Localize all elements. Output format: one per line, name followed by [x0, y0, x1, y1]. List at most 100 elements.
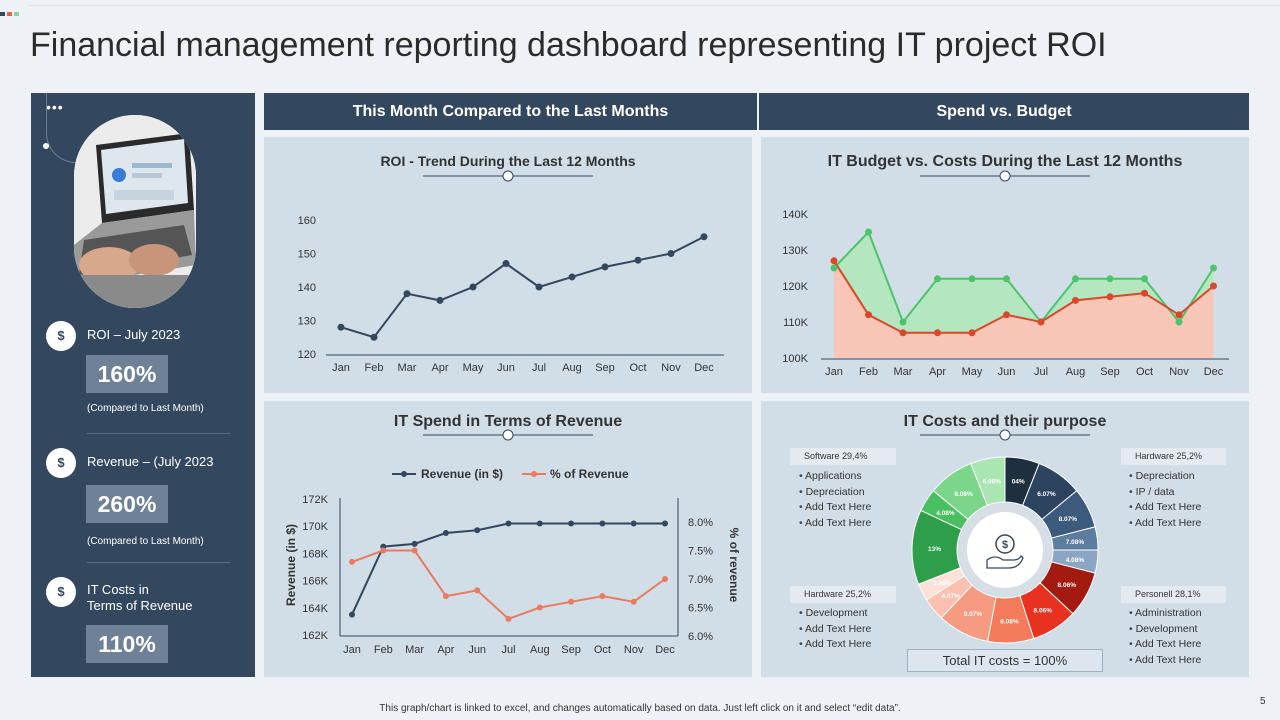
total-costs-label: Total IT costs = 100% — [907, 649, 1103, 672]
roi-trend-chart: 120 130 140 150 160 Jan Feb Mar Apr May Jun Jul Aug S… — [298, 170, 724, 374]
percent-point — [380, 547, 387, 554]
header-right: Spend vs. Budget — [759, 93, 1249, 130]
y-tick-label: 110K — [783, 317, 809, 329]
donut-segment-label: 8.08% — [1000, 618, 1019, 625]
roi-line — [340, 235, 705, 339]
x-tick-label: Jun — [468, 644, 486, 656]
kpi-roi-value: 160% — [86, 355, 168, 393]
y-tick-label: 160 — [298, 215, 316, 227]
costs-point — [1175, 311, 1183, 319]
revenue-point — [630, 520, 637, 527]
costs-point — [1037, 318, 1045, 326]
decor-dot — [43, 143, 49, 149]
revenue-point — [505, 520, 512, 527]
y-tick-label: 164K — [302, 603, 328, 615]
x-tick-label: May — [962, 366, 983, 378]
list-item: Add Text Here — [799, 637, 871, 653]
roi-trend-panel: ROI - Trend During the Last 12 Months 12… — [264, 137, 752, 393]
callout-title: Hardware 25,2% — [1121, 448, 1226, 465]
costs-point — [1072, 296, 1079, 304]
donut-segment-label: 7.08% — [1066, 539, 1085, 546]
revenue-line — [351, 522, 665, 616]
list-item: Add Text Here — [799, 500, 871, 516]
x-tick-label: Dec — [655, 644, 675, 656]
y-tick-label: 168K — [302, 548, 328, 560]
money-bag-icon: $ — [46, 321, 76, 351]
donut-segment-label: 8.07% — [1059, 516, 1078, 523]
it-spend-chart: Revenue (in $) % of Revenue 162K 164K 166K 16… — [284, 429, 741, 656]
list-item: Applications — [799, 469, 871, 485]
donut-segment-label: 13% — [928, 546, 941, 553]
hand-icon — [986, 554, 1024, 569]
y2-axis-title: % of revenue — [727, 528, 741, 603]
donut-segment-label: 8.06% — [1034, 608, 1053, 615]
page-title: Financial management reporting dashboard… — [30, 26, 1107, 64]
x-tick-label: Apr — [929, 366, 946, 378]
x-tick-label: May — [463, 362, 484, 374]
list-item: Development — [1129, 622, 1202, 638]
kpi-revenue-value: 260% — [86, 485, 168, 523]
budget-line — [833, 230, 1215, 324]
list-item: Add Text Here — [1129, 516, 1201, 532]
x-tick-label: Aug — [562, 362, 582, 374]
y2-tick-label: 8.0% — [688, 517, 713, 529]
donut-segment-label: 8.06% — [1058, 582, 1077, 589]
x-tick-label: Jun — [497, 362, 515, 374]
y-tick-label: 166K — [302, 576, 328, 588]
kpi-roi-note: (Compared to Last Month) — [87, 403, 204, 414]
kpi-revenue-note: (Compared to Last Month) — [87, 536, 204, 547]
x-tick-label: Oct — [594, 644, 611, 656]
costs-point — [934, 329, 941, 337]
costs-point — [968, 329, 976, 337]
roi-point — [667, 250, 675, 257]
donut-segment-label: 6.07% — [1037, 491, 1056, 498]
callout-title: Software 29,4% — [790, 448, 896, 465]
roi-point — [337, 323, 345, 331]
percent-point — [349, 558, 355, 565]
kpi-itcost-value: 110% — [86, 625, 168, 663]
x-tick-label: Jan — [825, 366, 843, 378]
x-tick-label: Aug — [530, 644, 550, 656]
roi-point — [370, 333, 378, 341]
budget-point — [899, 318, 907, 326]
budget-point — [830, 264, 838, 272]
y-tick-label: 120 — [298, 349, 316, 361]
title-underline-knob — [999, 170, 1011, 182]
roi-point — [535, 283, 543, 291]
callout-list: Development Add Text Here Add Text Here — [799, 606, 871, 653]
x-tick-label: Oct — [629, 362, 646, 374]
list-item: Add Text Here — [1129, 653, 1202, 669]
budget-point — [1175, 318, 1183, 326]
budget-point — [934, 275, 941, 283]
donut-segment-label: 6.06% — [983, 479, 1002, 486]
header-left: This Month Compared to the Last Months — [264, 93, 757, 130]
x-tick-label: Nov — [661, 362, 681, 374]
sidebar: ••• $ ROI – July 2023 160% (Compared to … — [31, 93, 255, 677]
laptop-photo — [74, 115, 196, 308]
budget-point — [1106, 275, 1114, 283]
budget-point — [968, 275, 976, 283]
callout-list: Administration Development Add Text Here… — [1129, 606, 1202, 668]
x-tick-label: Sep — [1100, 366, 1120, 378]
percent-point — [662, 576, 668, 582]
kpi-divider — [87, 433, 230, 434]
money-bag-icon: $ — [46, 448, 76, 478]
x-tick-label: Sep — [595, 362, 615, 374]
y-tick-label: 130 — [298, 316, 316, 328]
y-tick-label: 120K — [782, 281, 808, 293]
x-tick-label: Mar — [405, 644, 424, 656]
percent-line — [351, 549, 666, 621]
page-number: 5 — [1260, 696, 1266, 707]
list-item: Add Text Here — [1129, 637, 1202, 653]
top-decoration — [0, 3, 21, 21]
money-hand-icon — [995, 534, 1015, 554]
donut-segment-label: 9.07% — [964, 611, 983, 618]
donut-center — [967, 512, 1043, 588]
y-tick-label: 140K — [782, 209, 808, 221]
donut-segment-label: 8.08% — [954, 491, 973, 498]
costs-point — [830, 257, 838, 265]
budget-costs-panel: IT Budget vs. Costs During the Last 12 M… — [761, 137, 1249, 393]
kpi-itcost-label-1: IT Costs in — [87, 582, 149, 597]
it-costs-panel: IT Costs and their purpose 04% 6.07% 8.07%… — [761, 401, 1249, 677]
x-tick-label: Feb — [374, 644, 393, 656]
